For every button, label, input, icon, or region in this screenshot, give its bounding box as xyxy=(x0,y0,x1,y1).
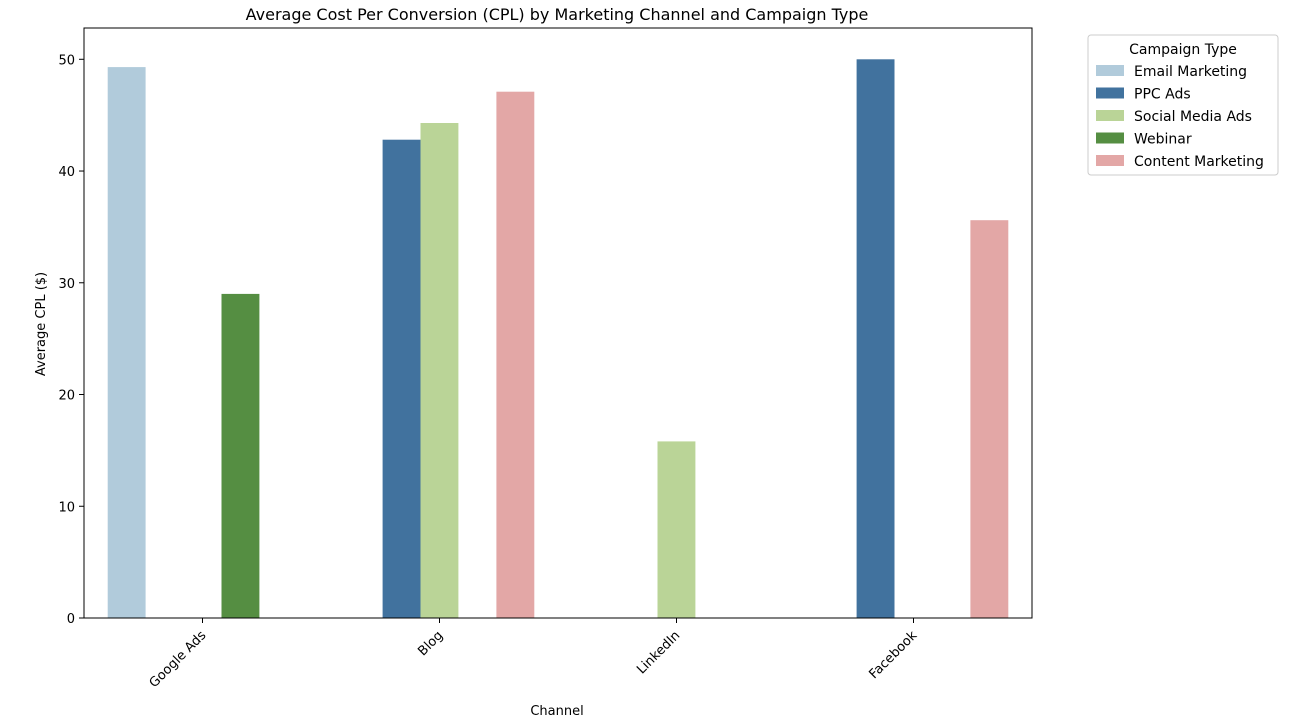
y-tick-label: 10 xyxy=(58,500,75,515)
y-tick-label: 0 xyxy=(67,612,75,627)
legend-swatch xyxy=(1096,65,1124,76)
x-tick-label: Blog xyxy=(415,628,446,659)
x-tick-label: Google Ads xyxy=(147,628,210,691)
legend-entry-label: Webinar xyxy=(1134,132,1192,148)
legend-swatch xyxy=(1096,110,1124,121)
bar-content-marketing-facebook xyxy=(970,220,1009,618)
chart-title: Average Cost Per Conversion (CPL) by Mar… xyxy=(246,5,869,24)
legend-entry-label: Content Marketing xyxy=(1134,154,1264,170)
legend-entry-label: Email Marketing xyxy=(1134,64,1247,80)
bar-ppc-ads-blog xyxy=(382,139,421,618)
y-axis-title: Average CPL ($) xyxy=(34,272,49,376)
bar-webinar-google-ads xyxy=(221,293,260,618)
legend-box xyxy=(1087,34,1279,176)
bar-social-media-ads-linkedin xyxy=(657,441,696,618)
y-tick-label: 50 xyxy=(58,53,75,68)
bar-ppc-ads-facebook xyxy=(856,59,895,619)
x-tick-label: Facebook xyxy=(867,628,921,682)
legend: Campaign Type Email Marketing PPC Ads Soci… xyxy=(1087,34,1279,176)
legend-swatch xyxy=(1096,87,1124,99)
legend-entry-label: PPC Ads xyxy=(1134,87,1191,103)
bar-social-media-ads-blog xyxy=(420,123,459,618)
y-tick-label: 30 xyxy=(58,277,75,292)
legend-swatch xyxy=(1096,132,1124,144)
legend-title: Campaign Type xyxy=(1129,42,1237,58)
y-tick-label: 20 xyxy=(58,389,75,404)
x-axis-title: Channel xyxy=(530,704,583,719)
legend-entry-label: Social Media Ads xyxy=(1134,109,1252,125)
bar-email-marketing-google-ads xyxy=(107,67,146,619)
plot-area: 0 10 20 30 40 50 Google Ads Blog LinkedIn Faceboo… xyxy=(58,27,1033,691)
bar-content-marketing-blog xyxy=(496,91,535,618)
legend-swatch xyxy=(1096,155,1124,166)
x-tick-label: LinkedIn xyxy=(634,628,683,677)
plot-frame xyxy=(83,27,1033,619)
y-tick-label: 40 xyxy=(58,165,75,180)
